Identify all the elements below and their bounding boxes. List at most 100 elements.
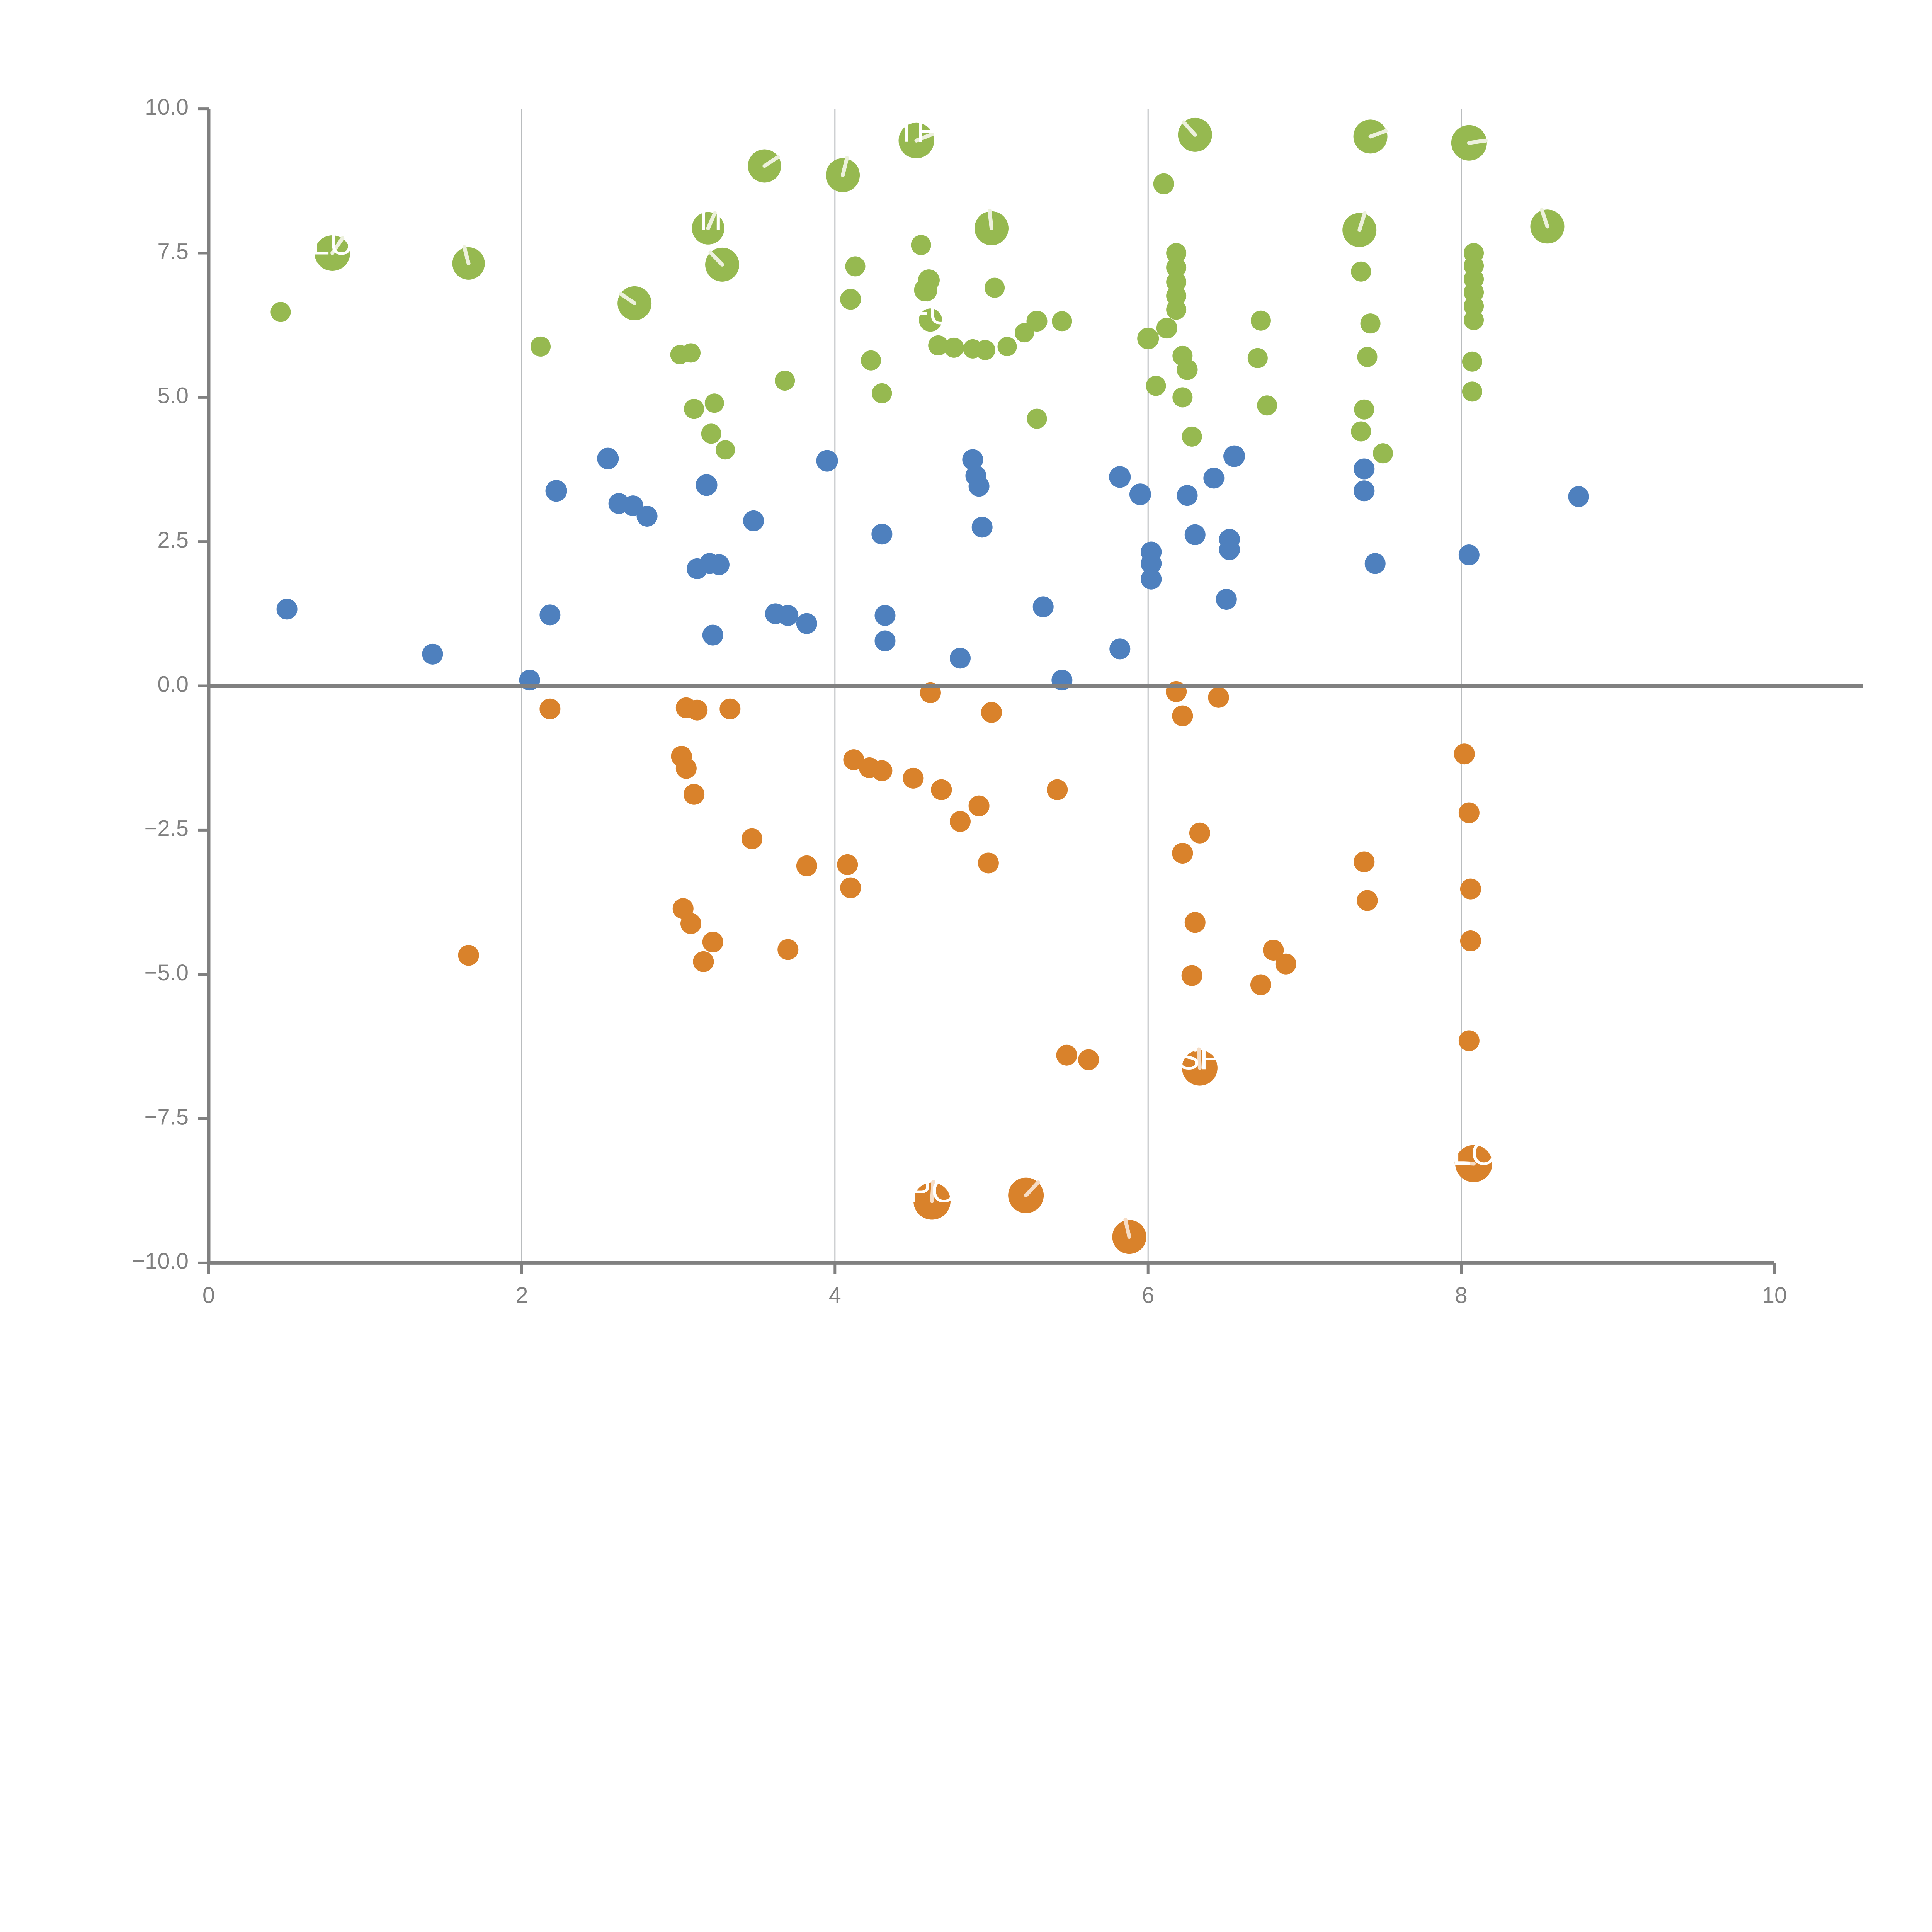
data-point[interactable] [1129,483,1151,505]
data-point[interactable] [840,877,861,898]
data-point[interactable] [1223,445,1245,467]
data-point[interactable] [861,350,881,371]
data-point[interactable] [903,767,924,789]
data-point[interactable] [1166,243,1187,263]
data-point[interactable] [675,758,697,779]
data-point[interactable] [1109,638,1131,660]
data-point[interactable] [968,795,990,816]
data-point[interactable] [981,702,1002,723]
data-point[interactable] [1208,687,1229,708]
data-point[interactable] [597,447,619,469]
data-point[interactable] [1172,843,1193,864]
data-point[interactable] [1464,296,1484,316]
data-point[interactable] [1275,953,1296,975]
data-point[interactable] [1146,376,1166,396]
data-point[interactable] [1182,426,1202,447]
data-point[interactable] [1460,930,1481,952]
data-point[interactable] [1364,553,1386,574]
data-point[interactable] [1454,743,1475,765]
data-point[interactable] [1141,568,1162,590]
data-point[interactable] [1373,443,1393,464]
data-point[interactable] [1462,381,1482,402]
data-point[interactable] [845,256,866,277]
data-point[interactable] [837,854,858,875]
data-point[interactable] [702,932,723,953]
data-point[interactable] [1458,802,1480,823]
data-point[interactable] [971,517,993,538]
data-point[interactable] [874,605,896,626]
data-point[interactable] [636,505,658,527]
data-point[interactable] [742,828,763,849]
data-point[interactable] [874,630,896,651]
data-point[interactable] [840,289,861,310]
data-point[interactable] [1184,524,1206,545]
data-point[interactable] [422,643,443,665]
data-point[interactable] [1263,939,1284,961]
data-point[interactable] [843,749,864,770]
data-point[interactable] [458,945,479,966]
data-point[interactable] [1351,261,1371,282]
data-point[interactable] [975,340,995,360]
data-point[interactable] [1257,395,1277,416]
data-point[interactable] [1166,286,1187,306]
data-point[interactable] [687,699,708,721]
data-point[interactable] [1247,348,1268,368]
data-point[interactable] [911,235,931,255]
data-point[interactable] [1052,311,1072,332]
data-point[interactable] [1166,257,1187,278]
data-point[interactable] [1181,965,1202,986]
data-point[interactable] [1354,851,1375,872]
data-point[interactable] [1184,912,1206,933]
series-green-points[interactable] [270,117,1565,464]
data-point[interactable] [1172,387,1193,408]
data-point[interactable] [704,393,724,413]
data-point[interactable] [796,855,817,876]
data-point[interactable] [1354,458,1375,480]
data-point[interactable] [1177,485,1198,506]
data-point[interactable] [949,811,971,832]
data-point[interactable] [1351,421,1371,442]
data-point[interactable] [985,277,1005,298]
data-point[interactable] [708,554,730,575]
data-point[interactable] [1189,822,1210,844]
data-point[interactable] [702,624,723,646]
data-point[interactable] [743,510,764,531]
data-point[interactable] [978,852,999,874]
data-point[interactable] [539,604,561,626]
data-point[interactable] [1464,310,1484,330]
data-point[interactable] [1109,466,1131,488]
data-point[interactable] [928,335,949,355]
data-point[interactable] [1357,890,1378,911]
data-point[interactable] [684,784,705,805]
data-point[interactable] [1027,408,1047,429]
data-point[interactable] [716,440,735,460]
data-point[interactable] [531,336,551,357]
data-point[interactable] [1177,359,1198,380]
data-point[interactable] [1354,480,1375,502]
data-point[interactable] [1219,539,1240,560]
data-point[interactable] [1460,878,1481,900]
series-blue-points[interactable] [276,445,1589,691]
data-point[interactable] [1360,313,1381,334]
data-point[interactable] [1047,779,1068,800]
data-point[interactable] [545,480,567,502]
data-point[interactable] [696,474,718,496]
data-point[interactable] [701,423,721,444]
data-point[interactable] [1464,282,1484,303]
data-point[interactable] [1354,399,1374,420]
data-point[interactable] [1137,328,1159,350]
data-point[interactable] [796,613,817,634]
series-orange-points[interactable] [458,681,1493,1254]
data-point[interactable] [1250,310,1271,331]
data-point[interactable] [680,913,702,934]
data-point[interactable] [684,399,704,419]
data-point[interactable] [1458,544,1480,566]
data-point[interactable] [681,343,701,363]
data-point[interactable] [1216,589,1237,610]
data-point[interactable] [1203,468,1225,489]
data-point[interactable] [1462,351,1482,372]
data-point[interactable] [1357,347,1378,367]
data-point[interactable] [1153,173,1174,194]
data-point[interactable] [775,371,795,391]
data-point[interactable] [871,524,893,545]
